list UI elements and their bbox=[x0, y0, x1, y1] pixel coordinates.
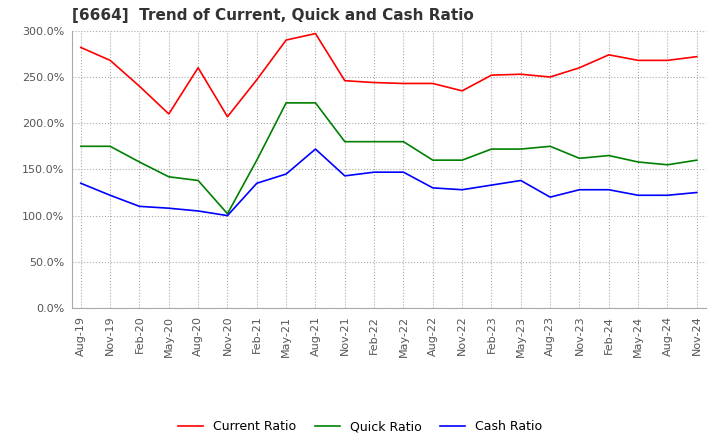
Cash Ratio bbox=[546, 194, 554, 200]
Cash Ratio bbox=[605, 187, 613, 192]
Cash Ratio bbox=[341, 173, 349, 179]
Current Ratio bbox=[341, 78, 349, 83]
Cash Ratio bbox=[575, 187, 584, 192]
Cash Ratio bbox=[282, 171, 290, 176]
Quick Ratio bbox=[605, 153, 613, 158]
Legend: Current Ratio, Quick Ratio, Cash Ratio: Current Ratio, Quick Ratio, Cash Ratio bbox=[173, 415, 547, 438]
Current Ratio bbox=[634, 58, 642, 63]
Current Ratio bbox=[663, 58, 672, 63]
Current Ratio bbox=[516, 72, 525, 77]
Cash Ratio bbox=[223, 213, 232, 218]
Quick Ratio bbox=[164, 174, 173, 180]
Current Ratio bbox=[76, 45, 85, 50]
Cash Ratio bbox=[370, 169, 379, 175]
Current Ratio bbox=[693, 54, 701, 59]
Current Ratio bbox=[370, 80, 379, 85]
Quick Ratio bbox=[253, 158, 261, 163]
Current Ratio bbox=[311, 31, 320, 36]
Cash Ratio bbox=[516, 178, 525, 183]
Quick Ratio bbox=[282, 100, 290, 106]
Current Ratio bbox=[106, 58, 114, 63]
Line: Cash Ratio: Cash Ratio bbox=[81, 149, 697, 216]
Cash Ratio bbox=[106, 193, 114, 198]
Quick Ratio bbox=[399, 139, 408, 144]
Cash Ratio bbox=[399, 169, 408, 175]
Current Ratio bbox=[458, 88, 467, 93]
Quick Ratio bbox=[223, 211, 232, 216]
Quick Ratio bbox=[516, 147, 525, 152]
Current Ratio bbox=[605, 52, 613, 58]
Quick Ratio bbox=[311, 100, 320, 106]
Cash Ratio bbox=[76, 180, 85, 186]
Cash Ratio bbox=[253, 180, 261, 186]
Quick Ratio bbox=[106, 143, 114, 149]
Quick Ratio bbox=[194, 178, 202, 183]
Quick Ratio bbox=[487, 147, 496, 152]
Quick Ratio bbox=[634, 159, 642, 165]
Cash Ratio bbox=[194, 208, 202, 213]
Cash Ratio bbox=[693, 190, 701, 195]
Current Ratio bbox=[194, 65, 202, 70]
Cash Ratio bbox=[663, 193, 672, 198]
Quick Ratio bbox=[458, 158, 467, 163]
Quick Ratio bbox=[341, 139, 349, 144]
Text: [6664]  Trend of Current, Quick and Cash Ratio: [6664] Trend of Current, Quick and Cash … bbox=[72, 7, 474, 23]
Quick Ratio bbox=[370, 139, 379, 144]
Quick Ratio bbox=[135, 159, 144, 165]
Quick Ratio bbox=[546, 143, 554, 149]
Quick Ratio bbox=[663, 162, 672, 167]
Current Ratio bbox=[164, 111, 173, 117]
Cash Ratio bbox=[135, 204, 144, 209]
Cash Ratio bbox=[311, 147, 320, 152]
Current Ratio bbox=[253, 77, 261, 82]
Line: Current Ratio: Current Ratio bbox=[81, 33, 697, 117]
Current Ratio bbox=[282, 37, 290, 43]
Quick Ratio bbox=[693, 158, 701, 163]
Current Ratio bbox=[399, 81, 408, 86]
Cash Ratio bbox=[458, 187, 467, 192]
Cash Ratio bbox=[428, 185, 437, 191]
Quick Ratio bbox=[428, 158, 437, 163]
Current Ratio bbox=[575, 65, 584, 70]
Current Ratio bbox=[487, 73, 496, 78]
Cash Ratio bbox=[164, 205, 173, 211]
Cash Ratio bbox=[634, 193, 642, 198]
Current Ratio bbox=[223, 114, 232, 119]
Line: Quick Ratio: Quick Ratio bbox=[81, 103, 697, 214]
Quick Ratio bbox=[76, 143, 85, 149]
Quick Ratio bbox=[575, 156, 584, 161]
Current Ratio bbox=[546, 74, 554, 80]
Cash Ratio bbox=[487, 183, 496, 188]
Current Ratio bbox=[135, 84, 144, 89]
Current Ratio bbox=[428, 81, 437, 86]
